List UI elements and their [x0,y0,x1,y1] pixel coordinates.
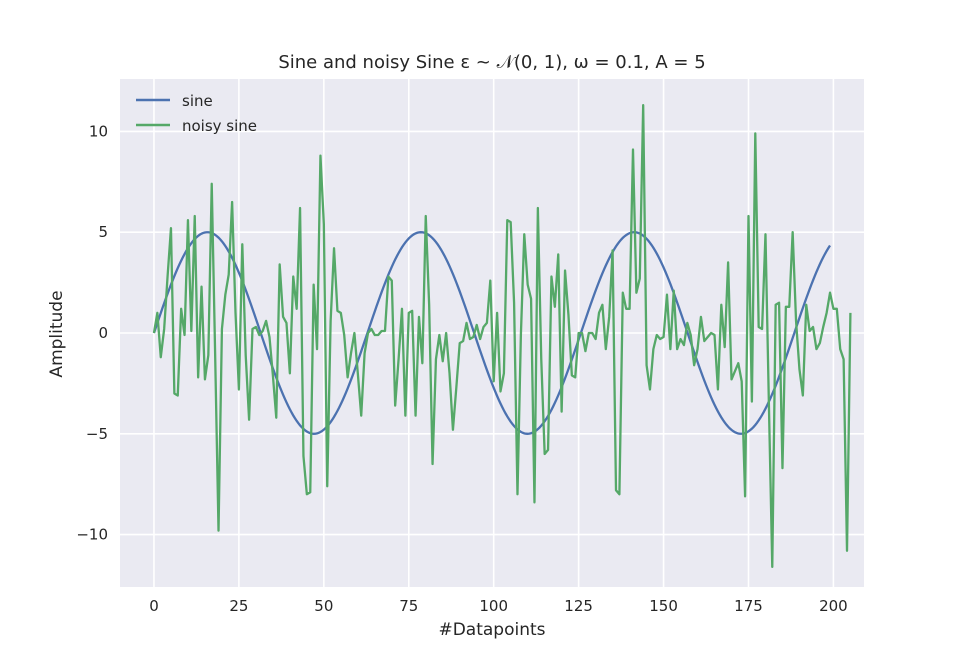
legend-label-sine: sine [182,92,213,110]
series-line-sine [152,231,831,435]
x-tick-label: 100 [479,597,508,615]
x-tick-label: 25 [229,597,248,615]
y-tick-label: −5 [86,425,108,443]
y-tick-label: 0 [98,324,108,342]
x-tick-label: 50 [314,597,333,615]
x-axis-label: #Datapoints [438,620,545,640]
legend-label-noisy-sine: noisy sine [182,117,257,135]
y-axis-label: Amplitude [47,290,67,377]
chart-title: Sine and noisy Sine ε ~ 𝒩(0, 1), ω = 0.1… [278,52,705,73]
x-tick-label: 200 [819,597,848,615]
x-tick-label: 75 [399,597,418,615]
series-layer [152,104,852,568]
y-tick-label: 5 [98,223,108,241]
y-tick-label: −10 [76,526,108,544]
y-tick-label: 10 [89,122,108,140]
x-tick-label: 125 [564,597,593,615]
series-line-noisy-sine [152,104,852,568]
legend: sine noisy sine [136,92,257,135]
tick-labels: 0 25 50 75 100 125 150 175 200 −10 −5 0 5 10 [76,122,847,615]
x-tick-label: 175 [734,597,763,615]
x-tick-label: 0 [149,597,159,615]
x-tick-label: 150 [649,597,678,615]
